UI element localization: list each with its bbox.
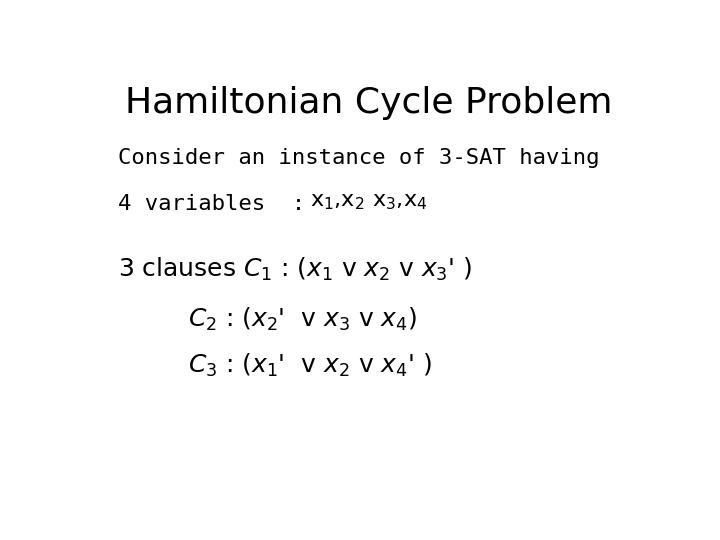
Text: 3 clauses $C_1$ : $(x_1$ v $x_2$ v $x_3$' ): 3 clauses $C_1$ : $(x_1$ v $x_2$ v $x_3$… — [118, 256, 472, 284]
Text: $C_2$ : ($x_2$'  v $x_3$ v $x_4$): $C_2$ : ($x_2$' v $x_3$ v $x_4$) — [188, 306, 417, 333]
Text: 4 variables  :: 4 variables : — [118, 194, 332, 214]
Text: Hamiltonian Cycle Problem: Hamiltonian Cycle Problem — [125, 85, 613, 119]
Text: Consider an instance of 3-SAT having: Consider an instance of 3-SAT having — [118, 148, 599, 168]
Text: $C_3$ : ($x_1$'  v $x_2$ v $x_4$' ): $C_3$ : ($x_1$' v $x_2$ v $x_4$' ) — [188, 352, 431, 379]
Text: $\mathregular{x_1}$,$\mathregular{x_2}\ \mathregular{x_3}$,$\mathregular{x_4}$: $\mathregular{x_1}$,$\mathregular{x_2}\ … — [310, 192, 428, 212]
